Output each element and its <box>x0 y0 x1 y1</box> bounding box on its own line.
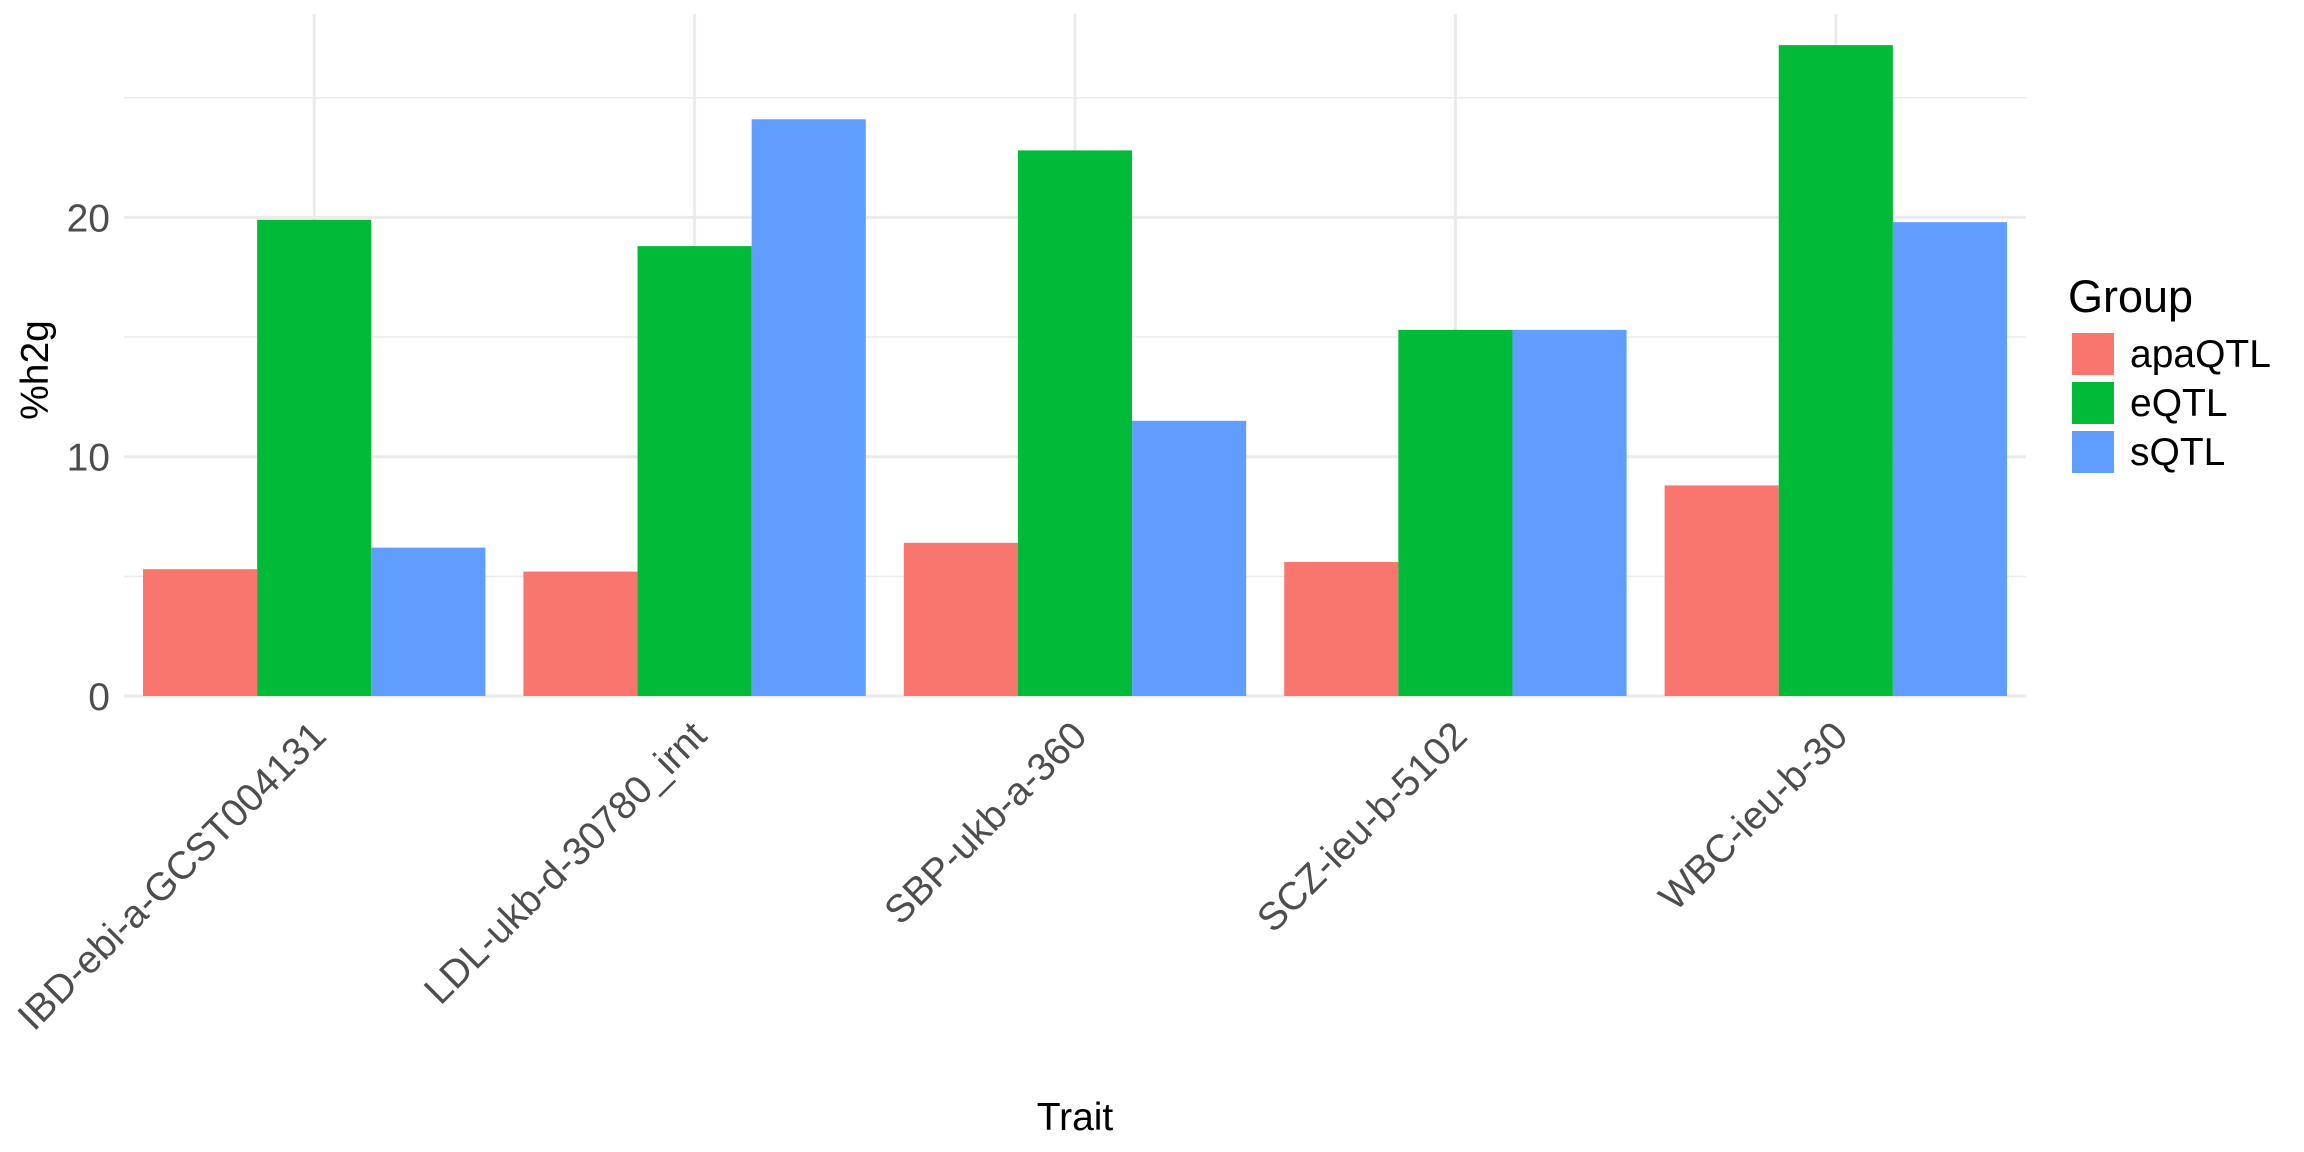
bars <box>143 45 2007 697</box>
y-axis-ticks: 0 10 20 <box>67 197 110 719</box>
y-tick-label: 0 <box>88 676 110 719</box>
bar-eQTL-2 <box>1017 150 1133 696</box>
legend-key-apaQTL <box>2072 333 2114 375</box>
x-axis-ticks: IBD-ebi-a-GCST004131 LDL-ukb-d-30780_irnt… <box>10 714 1856 1039</box>
x-tick-label: WBC-ieu-b-30 <box>1651 714 1856 919</box>
x-tick-label: SCZ-ieu-b-5102 <box>1249 714 1476 941</box>
bar-eQTL-0 <box>257 219 372 696</box>
bar-sQTL-1 <box>751 119 866 696</box>
bar-apaQTL-1 <box>523 571 638 696</box>
legend-title: Group <box>2068 271 2193 322</box>
legend: Group apaQTL eQTL sQTL <box>2068 271 2271 474</box>
y-tick-label: 20 <box>67 197 110 240</box>
bar-apaQTL-4 <box>1664 485 1779 696</box>
x-axis-title: Trait <box>1037 1096 1114 1139</box>
legend-key-sQTL <box>2072 431 2114 473</box>
legend-label-apaQTL: apaQTL <box>2130 333 2271 376</box>
bar-eQTL-4 <box>1778 45 1893 697</box>
y-axis-title: %h2g <box>14 320 57 420</box>
bar-apaQTL-3 <box>1284 561 1399 696</box>
x-tick-label: LDL-ukb-d-30780_irnt <box>416 714 715 1013</box>
bar-sQTL-4 <box>1892 222 2007 697</box>
legend-key-eQTL <box>2072 382 2114 424</box>
bar-sQTL-3 <box>1512 329 1627 696</box>
bar-eQTL-3 <box>1398 329 1513 696</box>
x-tick-label: SBP-ukb-a-360 <box>876 714 1095 933</box>
x-tick-label: IBD-ebi-a-GCST004131 <box>10 714 335 1039</box>
y-tick-label: 10 <box>67 437 110 480</box>
legend-label-sQTL: sQTL <box>2130 431 2225 474</box>
bar-apaQTL-0 <box>143 569 258 696</box>
bar-sQTL-2 <box>1132 420 1247 696</box>
bar-sQTL-0 <box>371 547 486 696</box>
legend-label-eQTL: eQTL <box>2130 382 2228 425</box>
bar-eQTL-1 <box>637 246 752 696</box>
bar-apaQTL-2 <box>903 542 1018 696</box>
